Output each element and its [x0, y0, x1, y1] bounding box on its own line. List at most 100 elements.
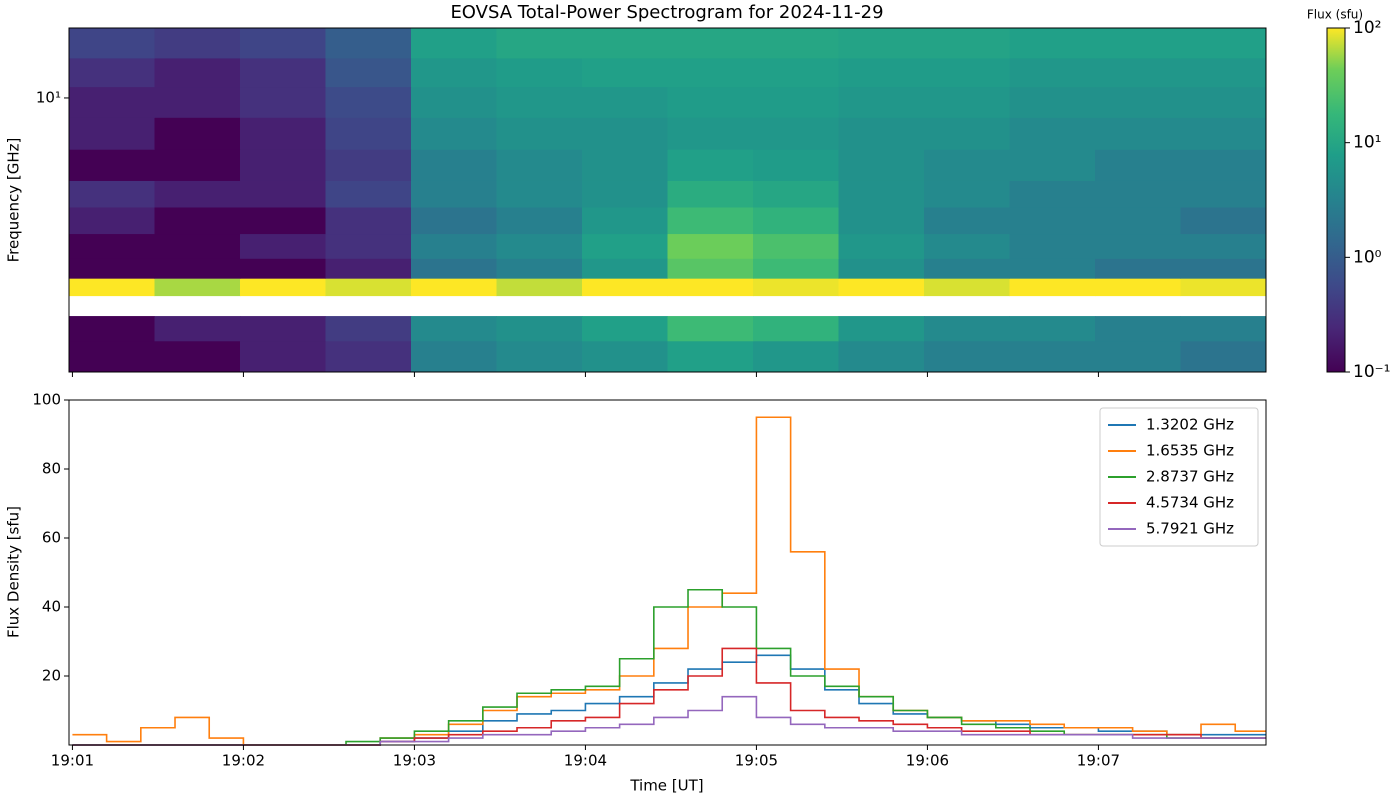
heatmap-cell	[154, 233, 241, 259]
heatmap-cell	[1180, 340, 1267, 373]
y-tick-label: 40	[42, 598, 61, 616]
legend-label: 1.6535 GHz	[1146, 442, 1234, 460]
heatmap-cell	[753, 340, 839, 373]
y-tick-label: 10¹	[36, 88, 61, 106]
heatmap-cell	[753, 180, 839, 208]
heatmap-cell	[1095, 207, 1181, 235]
heatmap-cell	[69, 340, 155, 373]
y-tick-label: 80	[42, 460, 61, 478]
heatmap-cell	[838, 57, 925, 88]
heatmap-cell	[411, 180, 497, 208]
heatmap-cell	[325, 57, 412, 88]
heatmap-cell	[924, 117, 1010, 150]
series-line	[72, 588, 1266, 746]
x-tick-label: 19:07	[1077, 752, 1120, 770]
heatmap-cell	[154, 258, 241, 279]
heatmap-cell	[753, 117, 839, 150]
heatmap-cell	[154, 180, 241, 208]
x-tick-label: 19:03	[393, 752, 436, 770]
heatmap-cell	[240, 149, 326, 181]
heatmap-cell	[838, 207, 925, 235]
heatmap-cell	[325, 149, 412, 181]
legend-label: 2.8737 GHz	[1146, 468, 1234, 486]
heatmap-cell	[240, 28, 326, 59]
colorbar-label: Flux (sfu)	[1307, 8, 1363, 22]
heatmap-cell	[154, 86, 241, 118]
plot-frame	[68, 27, 1267, 373]
heatmap-cell	[240, 117, 326, 150]
x-tick-label: 19:06	[906, 752, 949, 770]
heatmap-cell	[1180, 207, 1267, 235]
heatmap-cell	[582, 28, 668, 59]
heatmap-cell	[325, 278, 412, 297]
heatmap-cell	[1009, 117, 1096, 150]
heatmap-cell	[69, 86, 155, 118]
heatmap-cell	[1009, 258, 1096, 279]
heatmap-cell	[1009, 340, 1096, 373]
heatmap-cell	[667, 278, 754, 297]
heatmap-cell	[753, 258, 839, 279]
x-tick-label: 19:02	[222, 752, 265, 770]
heatmap-cell	[325, 258, 412, 279]
heatmap-cell	[667, 117, 754, 150]
heatmap-cell	[154, 316, 241, 342]
heatmap-cell	[154, 57, 241, 88]
heatmap-cell	[1180, 316, 1267, 342]
colorbar-tick-label: 10⁰	[1353, 247, 1382, 267]
heatmap-cell	[1180, 233, 1267, 259]
heatmap-cell	[496, 316, 583, 342]
heatmap-cell	[69, 180, 155, 208]
colorbar-tick-label: 10¹	[1353, 133, 1381, 153]
x-tick-label: 19:05	[735, 752, 778, 770]
heatmap-cell	[924, 28, 1010, 59]
legend-label: 1.3202 GHz	[1146, 416, 1234, 434]
heatmap-cell	[753, 207, 839, 235]
heatmap-cell	[240, 258, 326, 279]
heatmap-cell	[1180, 28, 1267, 59]
heatmap-cell	[582, 57, 668, 88]
heatmap-cell	[411, 149, 497, 181]
heatmap-cell	[753, 57, 839, 88]
heatmap-cell	[325, 28, 412, 59]
heatmap-cell	[924, 207, 1010, 235]
heatmap-cell	[838, 258, 925, 279]
heatmap-cell	[325, 86, 412, 118]
heatmap-cell	[838, 233, 925, 259]
heatmap-cell	[1095, 258, 1181, 279]
heatmap-cell	[1095, 233, 1181, 259]
heatmap-cell	[582, 278, 668, 297]
heatmap-cell	[496, 258, 583, 279]
heatmap-cell	[667, 316, 754, 342]
heatmap-cell	[1095, 86, 1181, 118]
heatmap-cell	[69, 278, 155, 297]
heatmap-cell	[240, 86, 326, 118]
chart-title: EOVSA Total-Power Spectrogram for 2024-1…	[450, 2, 883, 23]
heatmap-cell	[1095, 149, 1181, 181]
heatmap-cell	[325, 316, 412, 342]
heatmap-cell	[154, 207, 241, 235]
series-line	[72, 654, 1266, 746]
heatmap-cell	[582, 316, 668, 342]
heatmap-cell	[838, 117, 925, 150]
x-tick-label: 19:04	[564, 752, 607, 770]
heatmap-cell	[838, 86, 925, 118]
heatmap-cell	[496, 180, 583, 208]
heatmap-cell	[411, 278, 497, 297]
heatmap-cell	[69, 149, 155, 181]
heatmap-cell	[496, 57, 583, 88]
heatmap-cell	[411, 233, 497, 259]
heatmap-cell	[924, 258, 1010, 279]
legend-box	[1099, 407, 1259, 547]
heatmap-cell	[1180, 57, 1267, 88]
heatmap-cell	[1095, 340, 1181, 373]
heatmap-cell	[667, 233, 754, 259]
heatmap-cell	[325, 207, 412, 235]
heatmap-cell	[496, 233, 583, 259]
heatmap-cell	[240, 316, 326, 342]
heatmap-cell	[154, 117, 241, 150]
heatmap-cell	[1180, 180, 1267, 208]
heatmap-cell	[154, 28, 241, 59]
heatmap-cell	[496, 28, 583, 59]
series-line	[72, 647, 1266, 746]
